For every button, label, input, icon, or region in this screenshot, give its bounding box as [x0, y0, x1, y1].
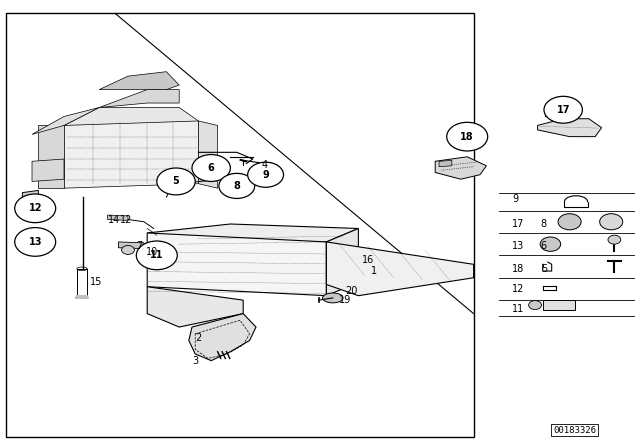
Circle shape	[529, 301, 541, 310]
Text: 10: 10	[146, 247, 158, 257]
Text: 13: 13	[512, 241, 524, 251]
Polygon shape	[147, 287, 243, 327]
Polygon shape	[64, 108, 198, 134]
Text: 1: 1	[371, 266, 378, 276]
Circle shape	[219, 173, 255, 198]
Polygon shape	[32, 108, 99, 134]
Text: 17: 17	[512, 219, 524, 229]
Circle shape	[600, 214, 623, 230]
Polygon shape	[76, 296, 88, 298]
Text: 6: 6	[208, 163, 214, 173]
Text: 8: 8	[234, 181, 240, 191]
Text: 11: 11	[512, 304, 524, 314]
Ellipse shape	[323, 293, 343, 303]
Text: 16: 16	[362, 255, 374, 265]
Circle shape	[122, 246, 134, 254]
Polygon shape	[22, 190, 38, 206]
Text: 4: 4	[261, 160, 268, 170]
Text: 15: 15	[90, 277, 102, 287]
Text: 2: 2	[195, 333, 202, 343]
Circle shape	[544, 96, 582, 123]
Text: 5: 5	[173, 177, 179, 186]
Polygon shape	[32, 159, 64, 181]
Polygon shape	[326, 228, 358, 296]
Circle shape	[608, 235, 621, 244]
Circle shape	[15, 228, 56, 256]
Circle shape	[540, 237, 561, 251]
Circle shape	[192, 155, 230, 181]
Polygon shape	[538, 119, 602, 137]
Text: 20: 20	[346, 286, 358, 296]
Text: 3: 3	[192, 356, 198, 366]
Polygon shape	[439, 160, 452, 167]
Bar	[543, 300, 575, 310]
Polygon shape	[147, 224, 358, 244]
Text: 12: 12	[512, 284, 524, 294]
Text: 18: 18	[512, 264, 524, 274]
Polygon shape	[99, 90, 179, 108]
Polygon shape	[198, 121, 218, 188]
Text: 17: 17	[556, 105, 570, 115]
Text: 00183326: 00183326	[553, 426, 596, 435]
Polygon shape	[108, 215, 128, 220]
Circle shape	[248, 162, 284, 187]
Text: 7: 7	[136, 241, 143, 251]
Text: 6: 6	[541, 241, 547, 251]
Text: 12: 12	[28, 203, 42, 213]
Text: 8: 8	[541, 219, 547, 229]
Polygon shape	[99, 72, 179, 90]
Text: 14: 14	[108, 215, 120, 224]
Polygon shape	[435, 157, 486, 179]
Circle shape	[157, 168, 195, 195]
Text: 9: 9	[512, 194, 518, 204]
Circle shape	[558, 214, 581, 230]
Polygon shape	[38, 125, 64, 188]
Text: 18: 18	[460, 132, 474, 142]
Polygon shape	[64, 121, 198, 188]
Text: 13: 13	[28, 237, 42, 247]
Text: 19: 19	[339, 295, 351, 305]
Polygon shape	[189, 314, 256, 361]
Text: 5: 5	[541, 264, 547, 274]
Bar	[6, 13, 474, 437]
Polygon shape	[147, 233, 326, 296]
Text: 12: 12	[120, 215, 132, 224]
Polygon shape	[326, 242, 474, 296]
Text: 9: 9	[262, 170, 269, 180]
Circle shape	[136, 241, 177, 270]
Circle shape	[447, 122, 488, 151]
Polygon shape	[118, 242, 144, 249]
Text: 11: 11	[150, 250, 164, 260]
Circle shape	[15, 194, 56, 223]
